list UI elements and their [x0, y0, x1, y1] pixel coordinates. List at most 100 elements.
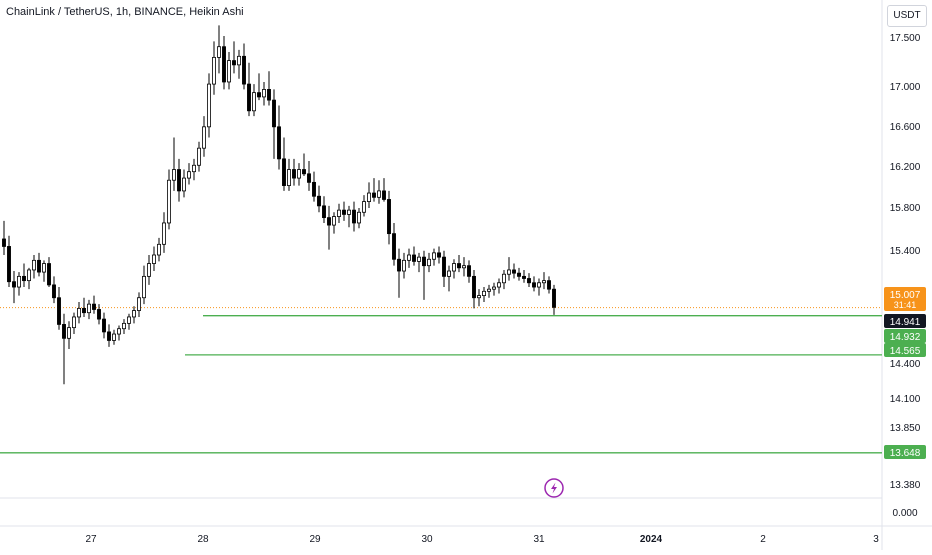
- price-tag-label: 13.648: [890, 448, 921, 459]
- candle-body: [287, 169, 291, 186]
- candle-body: [532, 282, 536, 288]
- candle-body: [107, 331, 111, 341]
- candle-body: [242, 55, 246, 85]
- candle: [337, 203, 341, 223]
- candle-body: [477, 295, 481, 299]
- x-tick-label: 3: [873, 534, 879, 545]
- candle-body: [177, 169, 181, 192]
- candle: [292, 158, 296, 186]
- price-tag-bg: [884, 343, 926, 357]
- price-tag-label: 14.565: [890, 346, 921, 357]
- price-tag-bg: [884, 287, 926, 311]
- price-tag-bg: [884, 329, 926, 343]
- candle: [57, 287, 61, 330]
- candle-body: [387, 199, 391, 235]
- price-tag-countdown: 31:41: [894, 300, 917, 310]
- candle-body: [407, 254, 411, 261]
- x-tick-label: 30: [421, 534, 433, 545]
- candle-body: [502, 273, 506, 284]
- candle: [182, 169, 186, 198]
- candle: [122, 319, 126, 335]
- candle-body: [247, 83, 251, 112]
- price-tag-label: 15.007: [890, 290, 921, 301]
- candle: [547, 276, 551, 294]
- candle: [67, 321, 71, 349]
- candle-body: [62, 324, 66, 339]
- candle-body: [367, 192, 371, 202]
- candle-body: [127, 316, 131, 324]
- candle: [427, 252, 431, 273]
- y-tick-label: 15.400: [890, 246, 921, 257]
- candle-body: [42, 263, 46, 273]
- candle-body: [417, 256, 421, 262]
- candle-body: [227, 60, 231, 83]
- candle: [97, 304, 101, 325]
- candle: [537, 278, 541, 296]
- candle-body: [92, 303, 96, 310]
- candle-body: [282, 158, 286, 186]
- candle-body: [22, 275, 26, 282]
- y-tick-label: 15.800: [890, 203, 921, 214]
- candle: [447, 265, 451, 292]
- candle: [477, 289, 481, 307]
- candle-body: [37, 259, 41, 273]
- candle-body: [317, 195, 321, 207]
- candle: [307, 161, 311, 191]
- candle: [462, 257, 466, 277]
- candle: [62, 313, 66, 385]
- candle-body: [357, 211, 361, 224]
- candle: [397, 248, 401, 298]
- candle: [197, 141, 201, 172]
- candle: [282, 137, 286, 191]
- candle: [92, 295, 96, 314]
- candle: [297, 163, 301, 186]
- candle: [172, 137, 176, 191]
- candle-body: [332, 216, 336, 226]
- candle-body: [342, 209, 346, 215]
- candle: [422, 250, 426, 300]
- y-tick-label: 17.000: [890, 82, 921, 93]
- lightning-icon[interactable]: [544, 478, 564, 498]
- y-tick-label: 17.500: [890, 33, 921, 44]
- candle-body: [347, 209, 351, 215]
- candle-body: [507, 269, 511, 275]
- candle-body: [112, 333, 116, 341]
- price-tag: 13.648: [884, 445, 926, 459]
- candle-body: [2, 238, 6, 247]
- candle-body: [27, 269, 31, 282]
- currency-button[interactable]: USDT: [887, 5, 927, 27]
- candle: [17, 272, 21, 296]
- y-tick-label: 16.200: [890, 162, 921, 173]
- candle: [542, 272, 546, 290]
- candle: [2, 220, 6, 255]
- candle: [287, 158, 291, 191]
- candle-body: [467, 265, 471, 277]
- candle-body: [497, 282, 501, 288]
- candle: [132, 306, 136, 324]
- candle: [392, 222, 396, 266]
- candle-body: [397, 258, 401, 272]
- candle: [512, 263, 516, 279]
- candle-body: [162, 222, 166, 245]
- candle: [202, 116, 206, 157]
- x-tick-label: 31: [533, 534, 545, 545]
- candle-body: [132, 310, 136, 318]
- candle-body: [102, 318, 106, 333]
- candle: [387, 190, 391, 245]
- candle-body: [147, 263, 151, 277]
- candle-body: [262, 89, 266, 98]
- candle-body: [257, 92, 261, 98]
- candle-body: [172, 169, 176, 181]
- candle: [332, 212, 336, 234]
- candle-body: [512, 269, 516, 274]
- candle-body: [472, 275, 476, 299]
- candle-body: [222, 46, 226, 83]
- candle: [12, 271, 16, 304]
- candle-body: [307, 173, 311, 183]
- candle-body: [437, 252, 441, 258]
- candle: [227, 52, 231, 90]
- price-tag-label: 14.941: [890, 317, 921, 328]
- candle: [52, 276, 56, 304]
